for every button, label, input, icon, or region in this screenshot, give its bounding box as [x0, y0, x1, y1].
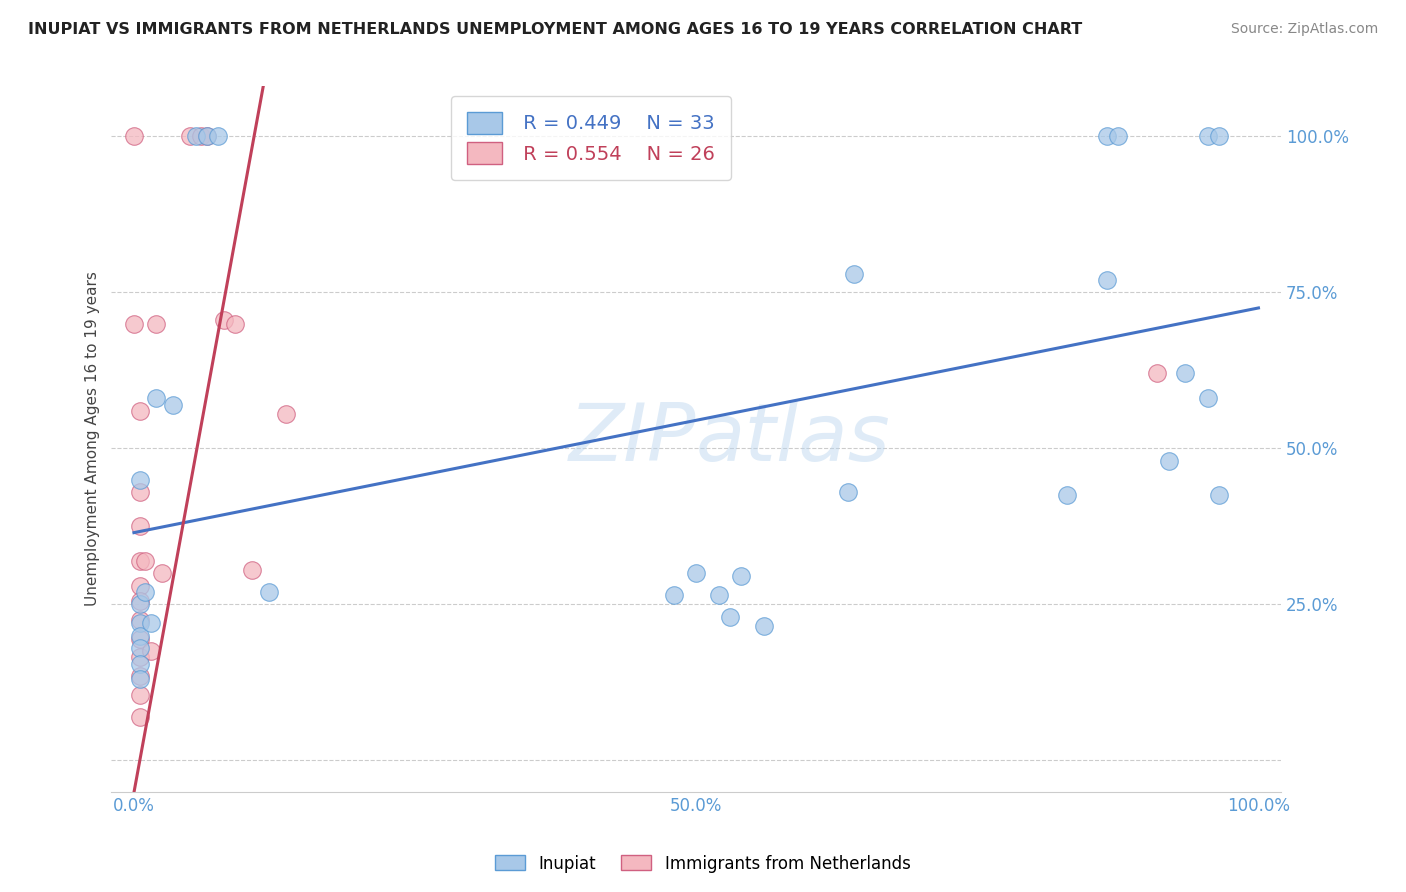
Point [1197, 392, 1219, 406]
Point [128, 710, 150, 724]
Point [224, 317, 246, 331]
Y-axis label: Unemployment Among Ages 16 to 19 years: Unemployment Among Ages 16 to 19 years [86, 271, 100, 607]
Point [139, 616, 162, 631]
Point [134, 585, 156, 599]
Point [128, 404, 150, 418]
Point [707, 588, 730, 602]
Point [1208, 129, 1230, 144]
Point [179, 129, 201, 144]
Point [195, 129, 218, 144]
Point [128, 669, 150, 683]
Point [1056, 488, 1078, 502]
Point [128, 629, 150, 643]
Point [162, 398, 184, 412]
Point [128, 616, 150, 631]
Point [128, 594, 150, 608]
Point [212, 313, 235, 327]
Point [128, 641, 150, 656]
Point [195, 129, 218, 144]
Point [145, 317, 167, 331]
Text: Source: ZipAtlas.com: Source: ZipAtlas.com [1230, 22, 1378, 37]
Point [1095, 129, 1118, 144]
Point [190, 129, 212, 144]
Point [122, 129, 145, 144]
Point [128, 673, 150, 687]
Point [240, 563, 263, 577]
Point [730, 569, 752, 583]
Text: atlas: atlas [696, 400, 891, 478]
Point [128, 657, 150, 671]
Point [128, 598, 150, 612]
Point [1107, 129, 1129, 144]
Legend:  R = 0.449    N = 33,  R = 0.554    N = 26: R = 0.449 N = 33, R = 0.554 N = 26 [451, 96, 731, 180]
Point [274, 407, 297, 421]
Point [842, 267, 865, 281]
Point [139, 644, 162, 658]
Point [128, 519, 150, 533]
Point [685, 566, 707, 581]
Point [837, 485, 859, 500]
Point [1146, 367, 1168, 381]
Point [1197, 129, 1219, 144]
Point [257, 585, 280, 599]
Point [184, 129, 207, 144]
Point [662, 588, 685, 602]
Point [128, 579, 150, 593]
Point [718, 610, 741, 624]
Point [128, 688, 150, 702]
Point [134, 554, 156, 568]
Point [1157, 454, 1180, 468]
Point [752, 619, 775, 633]
Legend: Inupiat, Immigrants from Netherlands: Inupiat, Immigrants from Netherlands [489, 848, 917, 880]
Point [128, 554, 150, 568]
Point [1174, 367, 1197, 381]
Text: ZIP: ZIP [569, 400, 696, 478]
Point [128, 485, 150, 500]
Point [122, 317, 145, 331]
Point [128, 613, 150, 627]
Point [150, 566, 173, 581]
Point [1208, 488, 1230, 502]
Point [207, 129, 229, 144]
Point [128, 632, 150, 646]
Point [145, 392, 167, 406]
Point [128, 473, 150, 487]
Point [1095, 273, 1118, 287]
Point [128, 650, 150, 665]
Text: INUPIAT VS IMMIGRANTS FROM NETHERLANDS UNEMPLOYMENT AMONG AGES 16 TO 19 YEARS CO: INUPIAT VS IMMIGRANTS FROM NETHERLANDS U… [28, 22, 1083, 37]
